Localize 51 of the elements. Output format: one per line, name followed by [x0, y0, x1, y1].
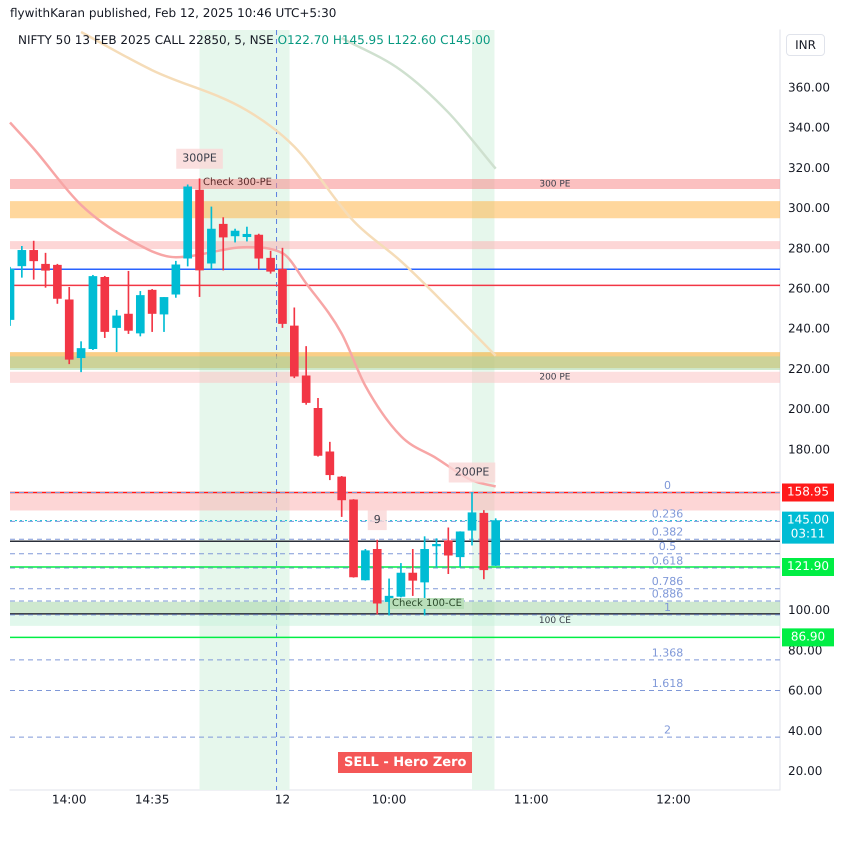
ref-line-label: 145.00: [787, 512, 829, 527]
y-tick-label: 20.00: [788, 764, 822, 778]
text: flywithKaran published, Feb 12, 2025 10:46 UTC+5:30: [10, 6, 336, 20]
chart-subtitle: O122.70 H145.95 L122.60 C145.00: [276, 33, 490, 47]
annotation: 0: [664, 478, 671, 492]
annotation: Check 300-PE: [203, 177, 272, 188]
y-tick-label: 260.00: [788, 281, 830, 296]
band-label: 300 PE: [539, 179, 571, 190]
ref-line-label: 86.90: [790, 630, 826, 644]
y-tick-label: 360.00: [788, 80, 830, 94]
annotation: 1.368: [652, 646, 684, 660]
annotation: 0.618: [652, 554, 684, 568]
ref-line-label: 158.95: [787, 484, 829, 499]
y-tick-label: 220.00: [788, 362, 830, 376]
y-tick-label: 80.00: [788, 643, 822, 658]
x-tick-label: 11:00: [514, 792, 549, 806]
y-tick-label: 240.00: [788, 322, 830, 336]
annotation: 1: [664, 601, 671, 614]
text: INR: [786, 34, 825, 56]
annotation: 9: [374, 512, 381, 526]
x-tick-label: 14:00: [52, 792, 87, 806]
annotation: 1.618: [652, 676, 684, 690]
y-tick-label: 300.00: [788, 201, 830, 216]
annotation: 0.886: [652, 587, 684, 600]
annotation: 0.382: [652, 526, 684, 539]
y-tick-label: 40.00: [788, 724, 822, 738]
x-tick-label: 10:00: [372, 792, 406, 806]
y-tick-label: 340.00: [788, 120, 830, 135]
annotation: 0.5: [658, 540, 676, 554]
annotation: 200PE: [454, 465, 490, 478]
y-tick-label: 60.00: [788, 684, 822, 698]
y-tick-label: 280.00: [788, 241, 830, 256]
annotation: 300PE: [182, 152, 217, 165]
annotation: 2: [664, 723, 671, 736]
y-tick-label: 320.00: [788, 160, 830, 175]
chart-title: NIFTY 50 13 FEB 2025 CALL 22850, 5, NSE: [18, 33, 274, 47]
text: 03:11: [790, 526, 826, 541]
y-tick-label: 100.00: [788, 603, 830, 618]
x-tick-label: 12:00: [656, 792, 691, 806]
annotation: 0.236: [652, 508, 684, 521]
annotation: Check 100-CE: [390, 598, 464, 609]
ref-line-label: 121.90: [787, 559, 829, 574]
annotation: 0.786: [652, 575, 684, 588]
line-series: [8, 121, 497, 488]
y-tick-label: 200.00: [788, 402, 830, 416]
y-tick-label: 180.00: [788, 442, 830, 456]
band-label: 200 PE: [539, 372, 571, 383]
x-tick-label: 12: [274, 792, 290, 806]
band-label: 100 CE: [538, 616, 572, 626]
annotation: SELL - Hero Zero: [338, 752, 472, 773]
x-tick-label: 14:35: [134, 792, 170, 806]
